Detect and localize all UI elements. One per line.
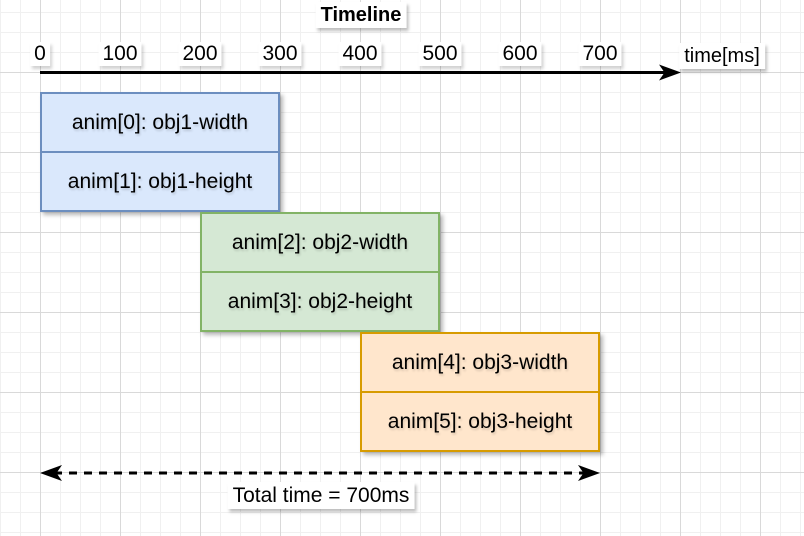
anim-bar-2-label: anim[2]: obj2-width <box>231 230 409 254</box>
axis-tick-100: 100 <box>98 42 142 67</box>
anim-bar-5-label: anim[5]: obj3-height <box>387 409 573 433</box>
anim-bar-5: anim[5]: obj3-height <box>362 391 598 450</box>
anim-group-obj3: anim[4]: obj3-width anim[5]: obj3-height <box>360 332 600 452</box>
anim-bar-0: anim[0]: obj1-width <box>42 94 278 151</box>
axis-tick-500: 500 <box>418 42 462 67</box>
axis-tick-0: 0 <box>30 42 50 67</box>
anim-bar-3-label: anim[3]: obj2-height <box>227 289 413 313</box>
time-axis-arrow <box>40 64 681 81</box>
axis-tick-600: 600 <box>498 42 542 67</box>
anim-bar-3: anim[3]: obj2-height <box>202 271 438 330</box>
anim-bar-0-label: anim[0]: obj1-width <box>71 110 249 134</box>
axis-tick-200: 200 <box>178 42 222 67</box>
axis-tick-400: 400 <box>338 42 382 67</box>
axis-tick-300: 300 <box>258 42 302 67</box>
total-time-arrow <box>40 465 600 481</box>
anim-bar-1-label: anim[1]: obj1-height <box>67 169 253 193</box>
anim-bar-4-label: anim[4]: obj3-width <box>391 350 569 374</box>
anim-bar-2: anim[2]: obj2-width <box>202 214 438 271</box>
axis-tick-700: 700 <box>578 42 622 67</box>
anim-group-obj1: anim[0]: obj1-width anim[1]: obj1-height <box>40 92 280 212</box>
axis-unit-label: time[ms] <box>679 43 765 69</box>
anim-bar-1: anim[1]: obj1-height <box>42 151 278 210</box>
total-time-label: Total time = 700ms <box>227 482 415 510</box>
diagram-title: Timeline <box>315 2 407 28</box>
anim-bar-4: anim[4]: obj3-width <box>362 334 598 391</box>
anim-group-obj2: anim[2]: obj2-width anim[3]: obj2-height <box>200 212 440 332</box>
